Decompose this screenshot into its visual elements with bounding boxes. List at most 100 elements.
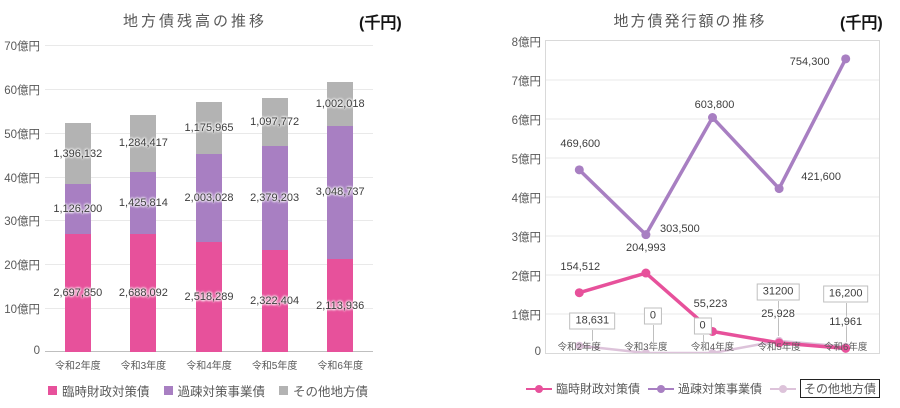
legend-line-marker bbox=[526, 384, 552, 393]
data-value-label: 154,512 bbox=[560, 260, 601, 273]
bar-segment-depopulation-countermeasure-project-bond[interactable] bbox=[130, 171, 157, 235]
data-point-marker[interactable] bbox=[708, 113, 717, 123]
bar-segment-other-local-bonds[interactable] bbox=[130, 115, 157, 172]
bar-value-label: 2,113,936 bbox=[316, 299, 365, 312]
legend-item-depopulation-countermeasure-project-bond[interactable]: 過疎対策事業債 bbox=[163, 381, 266, 400]
x-axis-label: 令和5年度 bbox=[757, 342, 801, 353]
legend-label: 過疎対策事業債 bbox=[177, 385, 266, 399]
y-axis-tick-label: 1億円 bbox=[511, 310, 541, 322]
x-axis-label: 令和2年度 bbox=[55, 361, 101, 372]
bar-chart-legend: 臨時財政対策債 過疎対策事業債 その他地方債 bbox=[48, 381, 368, 400]
bar-segment-temporary-fiscal-countermeasure-bond[interactable] bbox=[64, 233, 91, 352]
bar-segment-other-local-bonds[interactable] bbox=[196, 102, 222, 154]
bar-segment-depopulation-countermeasure-project-bond[interactable] bbox=[196, 153, 222, 242]
x-axis-label: 令和3年度 bbox=[624, 342, 668, 353]
data-point-marker[interactable] bbox=[841, 343, 851, 353]
bar-value-label: 2,688,092 bbox=[118, 287, 168, 300]
bar-chart-x-axis: 令和2年度 令和3年度 令和4年度 令和5年度 令和6年度 bbox=[45, 357, 373, 372]
data-point-marker[interactable] bbox=[774, 338, 784, 348]
y-axis-tick-label: 0 bbox=[534, 346, 541, 358]
legend-marker-dot bbox=[779, 384, 788, 393]
bar-chart-y-axis: 0 10億円 20億円 30億円 40億円 50億円 60億円 70億円 bbox=[0, 41, 41, 357]
legend-swatch bbox=[48, 386, 57, 395]
legend-item-other-local-bonds[interactable]: その他地方債 bbox=[279, 381, 368, 400]
data-point-marker[interactable] bbox=[574, 288, 584, 298]
bar-segment-temporary-fiscal-countermeasure-bond[interactable] bbox=[196, 241, 222, 352]
bar-value-label: 1,396,132 bbox=[53, 147, 103, 160]
data-value-label: 11,961 bbox=[829, 316, 863, 329]
y-axis-tick-label: 30億円 bbox=[4, 216, 40, 229]
data-point-marker[interactable] bbox=[641, 268, 651, 278]
x-axis-label: 令和6年度 bbox=[317, 361, 363, 372]
legend-item-depopulation-countermeasure-project-bond[interactable]: 過疎対策事業債 bbox=[648, 380, 762, 397]
data-value-label: 204,993 bbox=[626, 242, 666, 255]
y-axis-tick-label: 4億円 bbox=[511, 193, 541, 205]
x-axis-label: 令和5年度 bbox=[251, 361, 298, 372]
data-point-marker[interactable] bbox=[841, 54, 851, 64]
y-axis-tick-label: 2億円 bbox=[511, 271, 541, 283]
legend-label: 過疎対策事業債 bbox=[678, 382, 763, 396]
bar-segment-temporary-fiscal-countermeasure-bond[interactable] bbox=[327, 259, 354, 352]
bar-value-label: 1,126,200 bbox=[53, 202, 103, 215]
bar-value-label: 3,048,737 bbox=[315, 186, 365, 199]
data-value-label: 754,300 bbox=[789, 55, 830, 68]
x-axis-label: 令和3年度 bbox=[120, 361, 167, 372]
bar-segment-other-local-bonds[interactable] bbox=[327, 81, 354, 126]
data-value-label-boxed: 0 bbox=[693, 317, 712, 335]
data-value-label: 469,600 bbox=[560, 137, 601, 150]
y-axis-tick-label: 8億円 bbox=[511, 37, 541, 49]
gridline bbox=[45, 45, 373, 46]
y-axis-tick-label: 50億円 bbox=[4, 128, 40, 141]
bar-segment-depopulation-countermeasure-project-bond[interactable] bbox=[64, 184, 91, 234]
bar-segment-other-local-bonds[interactable] bbox=[64, 123, 91, 185]
legend-swatch bbox=[279, 386, 289, 395]
bar-plot-area: 2,697,850 1,126,200 1,396,132 2,688,092 1,42… bbox=[45, 45, 373, 352]
line-plot-svg bbox=[546, 54, 879, 357]
line-chart-title: 地方債発行額の推移 bbox=[613, 13, 767, 30]
line-chart-unit-label: (千円) bbox=[840, 15, 883, 32]
data-value-label-boxed: 31200 bbox=[756, 283, 800, 301]
y-axis-tick-label: 70億円 bbox=[4, 41, 40, 53]
bar-value-label: 1,097,772 bbox=[250, 115, 300, 128]
data-point-marker[interactable] bbox=[574, 165, 584, 175]
bar-value-label: 1,175,965 bbox=[184, 121, 234, 134]
x-axis-label: 令和4年度 bbox=[186, 361, 232, 372]
data-value-label-boxed: 0 bbox=[643, 307, 662, 325]
y-axis-tick-label: 40億円 bbox=[4, 172, 40, 185]
legend-item-other-local-bonds[interactable]: その他地方債 bbox=[770, 379, 881, 398]
bar-value-label: 2,697,850 bbox=[53, 286, 103, 299]
data-value-label: 421,600 bbox=[801, 170, 841, 183]
legend-label: 臨時財政対策債 bbox=[62, 385, 150, 399]
x-axis-label: 令和6年度 bbox=[824, 342, 868, 353]
bar-value-label: 1,002,018 bbox=[315, 97, 365, 110]
line-plot-area: 154,512 204,993 55,223 25,928 11,961 469,600 3… bbox=[545, 40, 880, 357]
label-leader-line bbox=[845, 302, 847, 342]
data-point-marker[interactable] bbox=[774, 184, 784, 194]
y-axis-tick-label: 60億円 bbox=[4, 84, 40, 97]
legend-item-temporary-fiscal-countermeasure-bond[interactable]: 臨時財政対策債 bbox=[526, 380, 640, 397]
bar-segment-depopulation-countermeasure-project-bond[interactable] bbox=[327, 125, 354, 260]
bar-value-label: 2,322,404 bbox=[250, 295, 300, 308]
data-point-marker[interactable] bbox=[575, 341, 584, 350]
y-axis-tick-label: 3億円 bbox=[511, 232, 541, 244]
bar-segment-temporary-fiscal-countermeasure-bond[interactable] bbox=[130, 234, 157, 352]
legend-label: 臨時財政対策債 bbox=[556, 382, 641, 396]
bar-chart-title: 地方債残高の推移 bbox=[122, 13, 267, 30]
data-point-marker[interactable] bbox=[641, 230, 651, 240]
bar-value-label: 2,003,028 bbox=[184, 191, 234, 204]
legend-line-marker bbox=[770, 384, 797, 393]
line-series-depopulation-countermeasure-project-bond bbox=[578, 58, 848, 238]
legend-marker-dot bbox=[657, 384, 666, 393]
data-value-label: 55,223 bbox=[693, 298, 728, 311]
data-value-label-boxed: 16,200 bbox=[822, 285, 869, 303]
line-chart-y-axis: 0 1億円 2億円 3億円 4億円 5億円 6億円 7億円 8億円 bbox=[495, 37, 542, 358]
data-value-label: 603,800 bbox=[694, 98, 735, 111]
legend-item-temporary-fiscal-countermeasure-bond[interactable]: 臨時財政対策債 bbox=[48, 381, 150, 400]
bar-segment-temporary-fiscal-countermeasure-bond[interactable] bbox=[261, 250, 288, 352]
y-axis-tick-label: 20億円 bbox=[4, 260, 40, 273]
bar-segment-other-local-bonds[interactable] bbox=[261, 97, 288, 146]
bar-segment-depopulation-countermeasure-project-bond[interactable] bbox=[261, 145, 288, 251]
data-value-label: 25,928 bbox=[761, 307, 795, 320]
legend-label: その他地方債 bbox=[293, 385, 369, 399]
